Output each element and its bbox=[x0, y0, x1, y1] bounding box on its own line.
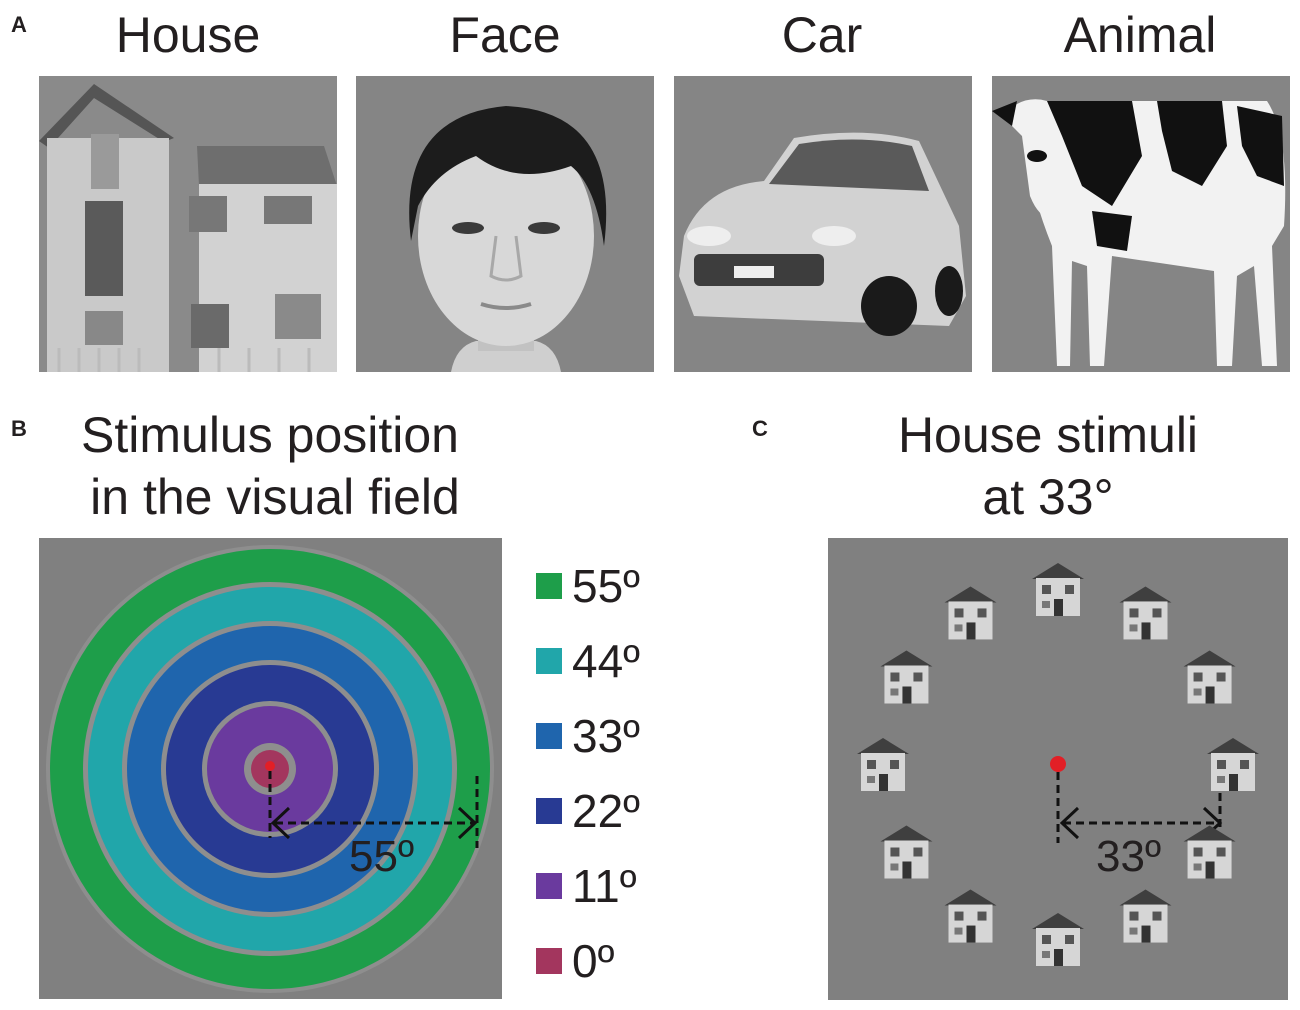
house-stimulus-icon bbox=[857, 738, 909, 791]
legend-swatch-44 bbox=[536, 648, 562, 674]
eccentricity-arrow bbox=[268, 771, 479, 848]
legend-label-44: 44º bbox=[572, 635, 640, 687]
legend-label-22: 22º bbox=[572, 785, 640, 837]
panel-a-letter: A bbox=[11, 12, 27, 37]
car-photo bbox=[674, 76, 972, 372]
panel-b-title-line2: in the visual field bbox=[90, 469, 460, 525]
legend-swatch-0 bbox=[536, 948, 562, 974]
face-photo bbox=[356, 76, 654, 372]
legend-swatch-11 bbox=[536, 873, 562, 899]
house-stimulus-icon bbox=[1119, 586, 1172, 640]
house-stimuli-ring bbox=[857, 563, 1259, 966]
panel-c-title: House stimuli at 33° bbox=[828, 404, 1268, 528]
house-stimulus-icon bbox=[1183, 825, 1236, 879]
house-stimulus-icon bbox=[944, 889, 997, 943]
legend-label-11: 11º bbox=[572, 860, 637, 912]
panel-c-letter: C bbox=[752, 416, 768, 441]
panel-b-letter: B bbox=[11, 416, 27, 441]
legend-label-33: 33º bbox=[572, 710, 640, 762]
house-stimulus-icon bbox=[1119, 889, 1172, 943]
panel-b-title-line1: Stimulus position bbox=[81, 407, 459, 463]
panel-c-title-line2: at 33° bbox=[982, 469, 1114, 525]
fixation-point bbox=[265, 761, 275, 771]
house-stimuli-display: 33º bbox=[828, 538, 1288, 1000]
cow-photo bbox=[992, 76, 1290, 372]
legend-label-0: 0º bbox=[572, 935, 615, 987]
legend-swatch-55 bbox=[536, 573, 562, 599]
fixation-point bbox=[1050, 756, 1066, 772]
house-stimulus-icon bbox=[880, 650, 933, 704]
animal-category-title: Animal bbox=[1063, 7, 1217, 63]
house-stimulus-icon bbox=[1183, 650, 1236, 704]
eccentricity-label-33: 33º bbox=[1096, 832, 1161, 881]
panel-c-title-line1: House stimuli bbox=[897, 407, 1199, 463]
eccentricity-label-55: 55º bbox=[349, 832, 414, 881]
house-stimulus-icon bbox=[1032, 563, 1084, 616]
house-stimulus-icon bbox=[1032, 913, 1084, 966]
car-category-title: Car bbox=[781, 7, 863, 63]
house-stimulus-icon bbox=[1207, 738, 1259, 791]
legend-swatch-33 bbox=[536, 723, 562, 749]
house-stimulus-icon bbox=[944, 586, 997, 640]
visual-field-rings: 55º bbox=[39, 538, 502, 999]
house-category-title: House bbox=[115, 7, 261, 63]
face-category-title: Face bbox=[449, 7, 561, 63]
legend-swatch-22 bbox=[536, 798, 562, 824]
arrow-heads bbox=[270, 806, 478, 840]
legend-label-55: 55º bbox=[572, 560, 640, 612]
house-photo bbox=[39, 76, 337, 372]
panel-b-title: Stimulus position in the visual field bbox=[0, 404, 540, 528]
house-stimulus-icon bbox=[880, 825, 933, 879]
